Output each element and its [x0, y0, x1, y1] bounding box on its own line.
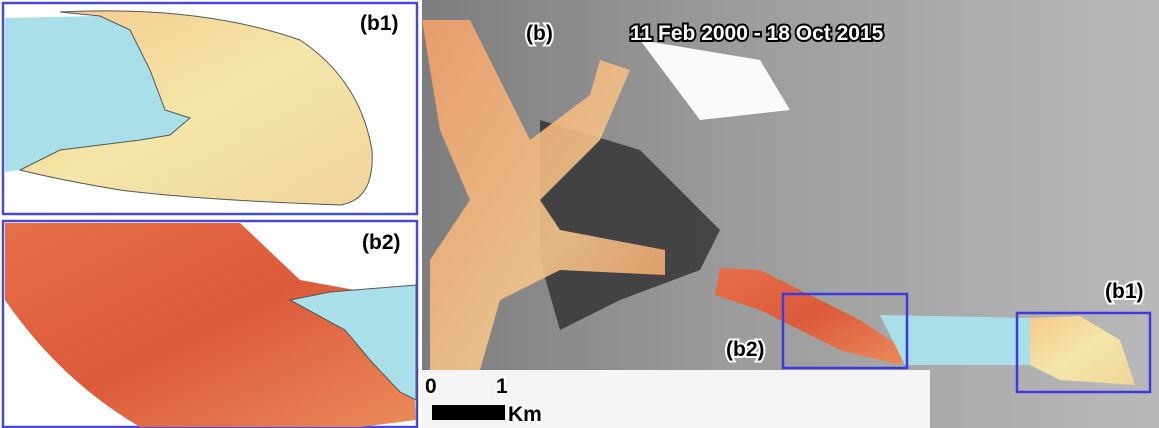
map-label: (b) — [526, 22, 553, 45]
panel-b1: (b1) — [3, 3, 417, 214]
inset-label: (b1) — [1105, 280, 1144, 303]
panel-label: (b2) — [362, 231, 401, 254]
scale-bar — [432, 405, 505, 420]
scale-unit: Km — [508, 403, 542, 426]
main-map: (b) 11 Feb 2000 - 18 Oct 2015 (b2) (b1) … — [422, 0, 1159, 428]
scale-label: 0 — [425, 375, 437, 398]
scale-label: 1 — [496, 375, 508, 398]
map-title: 11 Feb 2000 - 18 Oct 2015 — [630, 22, 884, 45]
inset-label: (b2) — [726, 338, 765, 361]
panel-b2: (b2) — [3, 221, 417, 427]
panel-label: (b1) — [360, 12, 399, 35]
lake — [880, 315, 1030, 365]
figure: (b1) (b2) (b) 11 Feb 2000 - 18 Oct 2015 … — [0, 0, 1159, 428]
